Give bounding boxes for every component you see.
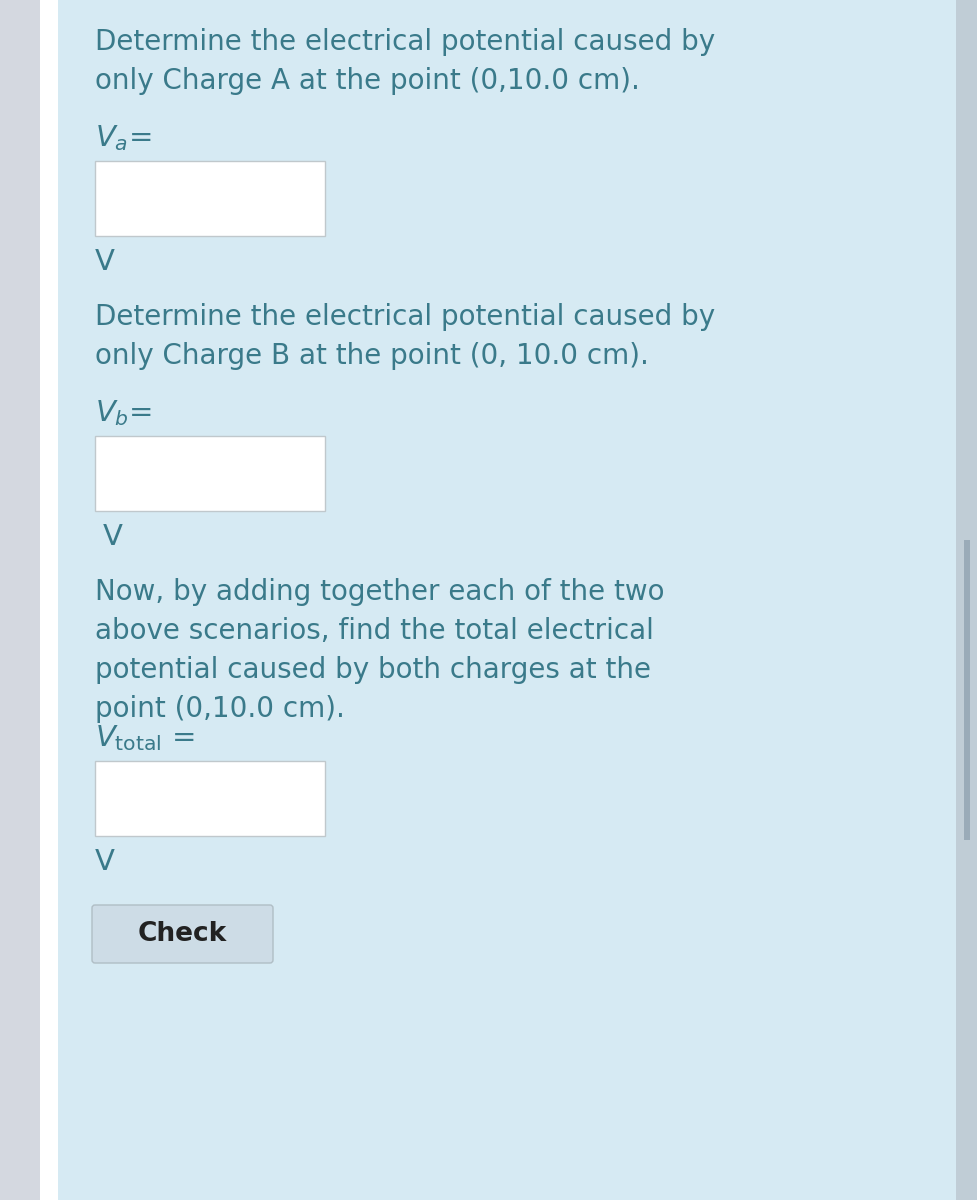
Bar: [40, 0, 58, 1200]
Text: $V_{a}$=: $V_{a}$=: [95, 122, 151, 152]
Bar: [0, 0, 40, 1200]
Bar: [95, 761, 324, 836]
Text: V: V: [95, 848, 114, 876]
Bar: [956, 0, 977, 1200]
Text: $V_{b}$=: $V_{b}$=: [95, 398, 151, 427]
Text: Check: Check: [138, 922, 227, 947]
Text: V: V: [103, 523, 123, 551]
Text: Determine the electrical potential caused by
only Charge A at the point (0,10.0 : Determine the electrical potential cause…: [95, 28, 714, 95]
Text: Determine the electrical potential caused by
only Charge B at the point (0, 10.0: Determine the electrical potential cause…: [95, 302, 714, 370]
Bar: [95, 161, 324, 236]
Text: V: V: [95, 248, 114, 276]
Text: Now, by adding together each of the two
above scenarios, find the total electric: Now, by adding together each of the two …: [95, 578, 663, 722]
FancyBboxPatch shape: [92, 905, 273, 962]
Bar: [963, 540, 969, 840]
Bar: [95, 436, 324, 511]
Text: $V_{\mathrm{total}}$ =: $V_{\mathrm{total}}$ =: [95, 722, 194, 752]
